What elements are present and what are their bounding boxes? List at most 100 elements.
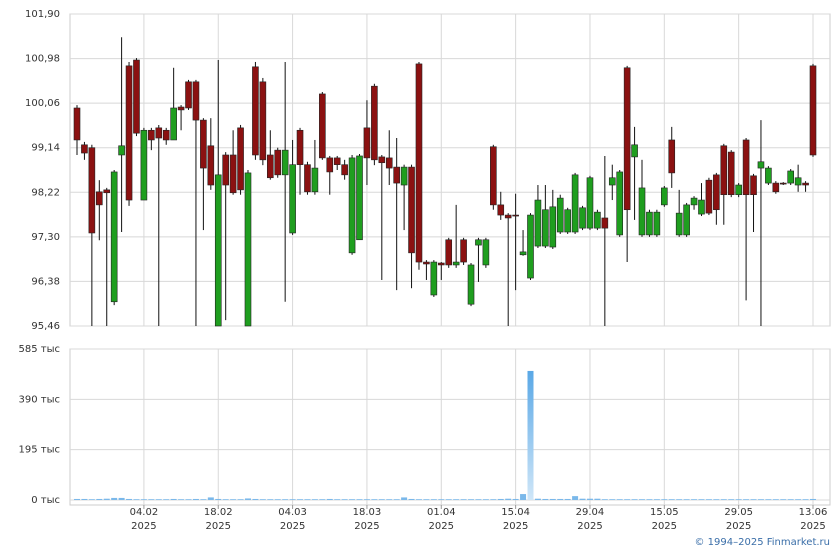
volume-bar <box>259 499 266 500</box>
candle-body <box>586 177 594 229</box>
x-tick-label: 18.02 2025 <box>204 507 233 532</box>
x-tick-label: 18.03 2025 <box>353 507 382 532</box>
volume-bar <box>505 498 512 500</box>
volume-bar <box>393 499 400 500</box>
candle-body <box>289 164 296 234</box>
candle-body <box>437 262 445 266</box>
volume-bar <box>683 499 690 500</box>
candle-body <box>266 154 274 179</box>
candle-body <box>281 149 289 176</box>
candle-body <box>88 147 96 234</box>
volume-bar <box>244 498 251 500</box>
candle-body <box>556 197 564 233</box>
volume-bar <box>772 499 779 500</box>
volume-bar <box>594 498 601 500</box>
candle-body <box>118 145 125 156</box>
volume-bar <box>148 499 155 500</box>
candle-body <box>646 211 653 236</box>
candle-body <box>757 161 765 169</box>
candle-body <box>668 139 676 174</box>
volume-bar <box>534 498 541 500</box>
volume-bar <box>735 499 742 500</box>
volume-bar <box>170 498 177 500</box>
candle-body <box>259 81 267 161</box>
candle-body <box>356 155 363 241</box>
volume-bar <box>438 499 445 500</box>
volume-bar <box>661 499 668 500</box>
volume-bar <box>111 497 118 500</box>
candle-body <box>311 167 319 193</box>
volume-bar <box>230 499 237 500</box>
volume-bar <box>468 499 475 500</box>
candle-body <box>579 207 586 229</box>
volume-bar <box>572 496 579 500</box>
candle-body <box>192 81 200 121</box>
volume-bar <box>601 499 608 500</box>
footer: © 1994–2025 Finmarket.ru <box>694 537 830 548</box>
candle-body <box>326 157 334 173</box>
volume-tick-label: 585 тыс <box>19 344 60 355</box>
candle-body <box>772 182 780 193</box>
candle-body <box>802 182 809 186</box>
volume-bar <box>185 499 192 500</box>
candle-body <box>155 127 163 139</box>
volume-bar <box>743 499 750 500</box>
candle-body <box>222 154 229 186</box>
volume-bar <box>512 498 519 500</box>
volume-bar <box>96 498 103 500</box>
volume-tick-label: 0 тыс <box>31 495 60 506</box>
candle-body <box>200 119 207 169</box>
candle-body <box>742 139 750 196</box>
volume-bar <box>371 499 378 500</box>
candle-body <box>385 157 393 169</box>
candle-body <box>185 81 192 109</box>
candle-body <box>400 166 408 186</box>
volume-bar <box>430 499 437 500</box>
volume-bar <box>237 499 244 500</box>
candle-body <box>623 67 631 211</box>
candle-body <box>616 171 624 236</box>
candle-body <box>423 261 430 265</box>
volume-bar <box>460 499 467 500</box>
x-tick-label: 15.04 2025 <box>501 507 530 532</box>
volume-tick-label: 390 тыс <box>19 394 60 405</box>
candle-body <box>594 211 601 229</box>
volume-bar <box>163 499 170 500</box>
volume-bar <box>415 499 422 500</box>
candle-body <box>140 129 148 201</box>
candle-body <box>527 214 534 279</box>
candle-body <box>170 107 177 141</box>
price-frame <box>69 13 831 327</box>
volume-bar <box>802 499 809 500</box>
volume-bar <box>795 499 802 500</box>
volume-bar <box>133 499 140 500</box>
candle-body <box>750 175 757 196</box>
volume-bar <box>705 499 712 500</box>
candle-body <box>631 144 638 158</box>
volume-bar <box>698 499 705 500</box>
volume-bar <box>252 498 259 500</box>
candle-body <box>765 167 772 184</box>
candle-body <box>512 214 519 217</box>
candle-body <box>96 191 103 206</box>
candle-body <box>207 145 215 186</box>
volume-bar <box>616 499 623 500</box>
candle-body <box>125 65 133 201</box>
volume-bar <box>750 499 757 500</box>
volume-bar <box>155 499 162 500</box>
x-tick-label: 13.06 2025 <box>799 507 828 532</box>
candle-body <box>653 211 661 236</box>
volume-bar <box>341 499 348 500</box>
candle-body <box>519 251 527 256</box>
candle-body <box>490 146 497 206</box>
candle-body <box>371 85 378 161</box>
candle-body <box>460 239 467 263</box>
candle-body <box>727 151 735 196</box>
volume-bar <box>691 499 698 500</box>
candle-body <box>497 204 505 216</box>
candle-body <box>735 184 742 196</box>
candle-body <box>467 264 475 305</box>
x-tick-label: 29.05 2025 <box>724 507 753 532</box>
x-tick-label: 15.05 2025 <box>650 507 679 532</box>
